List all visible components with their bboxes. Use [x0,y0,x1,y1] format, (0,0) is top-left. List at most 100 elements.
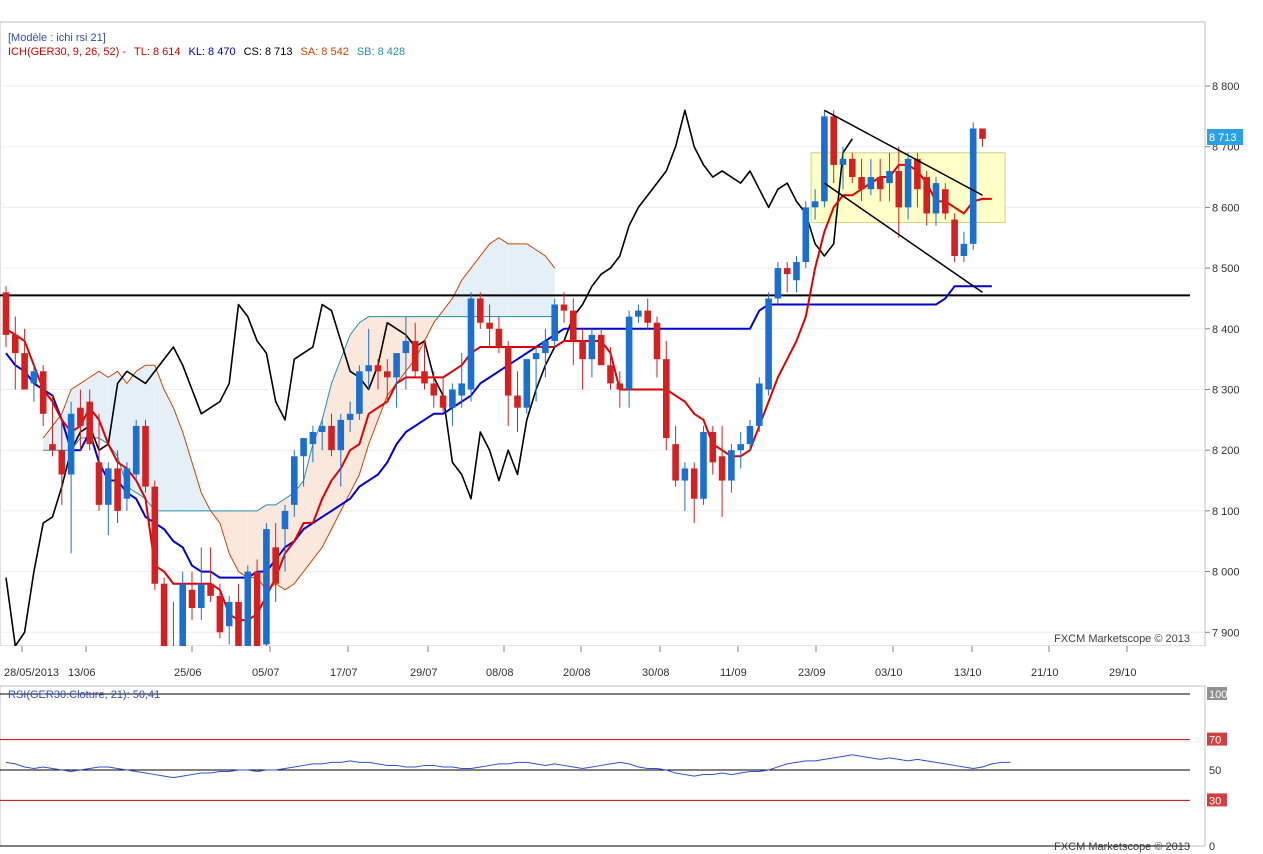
rsi-level-label: 70 [1209,735,1221,747]
x-tick-label: 20/08 [563,667,591,679]
rsi-level-label: 100 [1209,689,1227,701]
candle-body [430,383,438,396]
cloud-segment [164,389,174,511]
candle-body [291,456,298,505]
candle-body [839,158,847,165]
candle-body [281,510,289,530]
last-price-tag-bg [1207,129,1243,145]
cloud-segment [229,510,239,572]
candle-body [635,310,642,317]
candle-body [690,468,698,499]
candle-body [263,529,270,645]
candle-body [672,444,679,481]
candle-body [225,601,233,627]
candle-body [449,389,456,408]
rsi-level-tag [1207,732,1227,746]
cloud-segment [498,237,509,317]
cloud-segment [238,510,248,578]
candle-body [914,158,921,190]
candle-body [663,359,670,439]
candle-body [356,371,363,414]
last-price-tag: 8 713 [1209,132,1237,144]
candle-body [793,262,800,281]
candle-body [700,431,707,499]
cloud-segment [303,444,313,572]
candle-body [532,353,540,360]
candle-body [923,177,930,214]
candle-body [235,601,242,646]
candle-body [467,298,475,390]
x-tick-label: 30/08 [642,667,670,679]
y-tick-label: 8 600 [1212,202,1240,214]
cloud-segment [517,243,527,317]
candle-body [783,268,791,275]
candle-body [477,298,484,323]
x-tick-label: 25/06 [174,667,202,679]
candle-body [95,462,103,505]
y-tick-label: 8 000 [1212,567,1240,579]
candle-body [514,395,521,408]
candle-body [849,158,856,178]
candles [2,110,986,647]
senkou-a-line [42,237,556,591]
cloud-segment [247,510,258,578]
candle-body [216,595,224,633]
cloud-segment [508,243,518,317]
candle-body [123,468,131,499]
candle-body [486,322,493,329]
rsi-plot-frame [0,685,1206,847]
candle-body [2,292,10,335]
candle-body [681,468,689,481]
candle-body [207,583,214,596]
y-tick-label: 8 200 [1212,445,1240,457]
candle-body [272,547,279,584]
candle-body [653,322,661,360]
candle-body [151,486,159,584]
x-tick-label: 28/05/2013 [4,667,59,679]
candle-body [105,468,112,505]
candle-body [756,383,763,426]
cloud-segment [424,316,434,341]
cloud-segment [331,359,341,530]
template-label: [Modèle : ichi rsi 21] [8,32,106,44]
rsi-watermark: FXCM Marketscope © 2013 [1054,841,1190,853]
candle-body [709,431,717,463]
candle-body [979,128,986,139]
legend-item: CS: 8 713 [244,46,293,58]
candle-body [876,177,884,190]
cloud-segment [378,316,388,420]
candle-body [960,243,968,256]
candle-body [132,425,140,475]
main-plot-frame [0,21,1206,647]
x-tick-label: 08/08 [486,667,514,679]
cloud-segment [489,237,499,317]
rsi-label: RSI(GER30.Cloture, 21): 50,41 [8,689,160,701]
cloud-segment [536,249,546,317]
candle-body [932,183,940,214]
rsi-level-tag [1207,793,1227,807]
candle-body [86,401,93,445]
candle-body [318,425,326,432]
candle-body [942,189,949,214]
candle-body [328,425,335,451]
candle-body [309,431,317,445]
candle-body [746,425,754,445]
candle-body [616,383,624,390]
date-axis: 28/05/2013 13/06 25/06 05/07 17/07 29/07 08/08… [4,646,1137,679]
legend-item: SA: 8 542 [301,46,349,58]
candle-body [402,340,410,354]
candle-body [718,456,726,481]
candle-body [39,371,47,414]
candle-body [67,413,75,475]
candle-body [142,425,149,487]
rsi-level-label: 50 [1209,765,1221,777]
candle-body [160,583,168,646]
candle-body [597,334,605,366]
date-axis-bg [0,646,1205,684]
main-watermark: FXCM Marketscope © 2013 [1054,633,1190,645]
candle-body [830,116,837,165]
x-tick-label: 23/09 [798,667,826,679]
candle-body [625,316,633,390]
x-tick-label: 13/06 [68,667,96,679]
